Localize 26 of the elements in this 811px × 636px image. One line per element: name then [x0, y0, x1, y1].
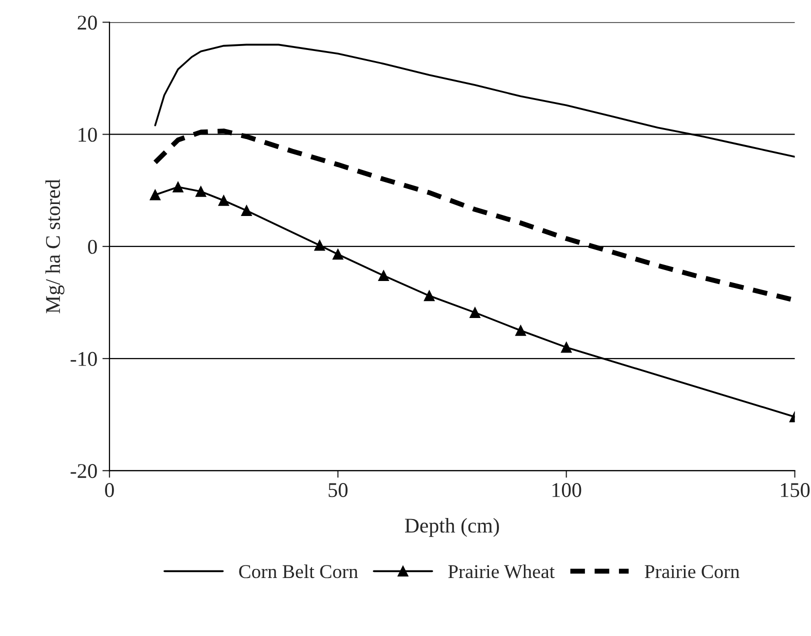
y-tick-label: -20 — [70, 464, 97, 478]
x-tick-label: 50 — [328, 483, 348, 498]
point — [515, 325, 526, 336]
y-tick-label: -10 — [70, 352, 97, 366]
legend-label: Prairie Wheat — [448, 564, 555, 578]
y-tick-label: 10 — [78, 128, 97, 142]
x-axis-title: Depth (cm) — [405, 518, 499, 537]
y-axis-title: Mg/ ha C stored — [45, 179, 64, 314]
x-tick-label: 100 — [552, 483, 582, 498]
x-tick-label: 0 — [105, 483, 114, 498]
point — [560, 342, 572, 353]
y-tick-label: 20 — [78, 16, 97, 30]
y-tick-label: 0 — [88, 240, 97, 254]
point — [314, 240, 326, 251]
point — [378, 270, 389, 281]
x-tick-label: 150 — [780, 483, 810, 498]
point — [195, 186, 206, 197]
legend-label: Prairie Corn — [644, 565, 740, 578]
point — [150, 190, 161, 200]
point — [172, 182, 184, 192]
legend-label: Corn Belt Corn — [239, 564, 358, 578]
point — [470, 307, 480, 318]
point — [218, 195, 230, 206]
point — [241, 205, 252, 216]
point — [332, 248, 344, 260]
point — [424, 290, 435, 302]
